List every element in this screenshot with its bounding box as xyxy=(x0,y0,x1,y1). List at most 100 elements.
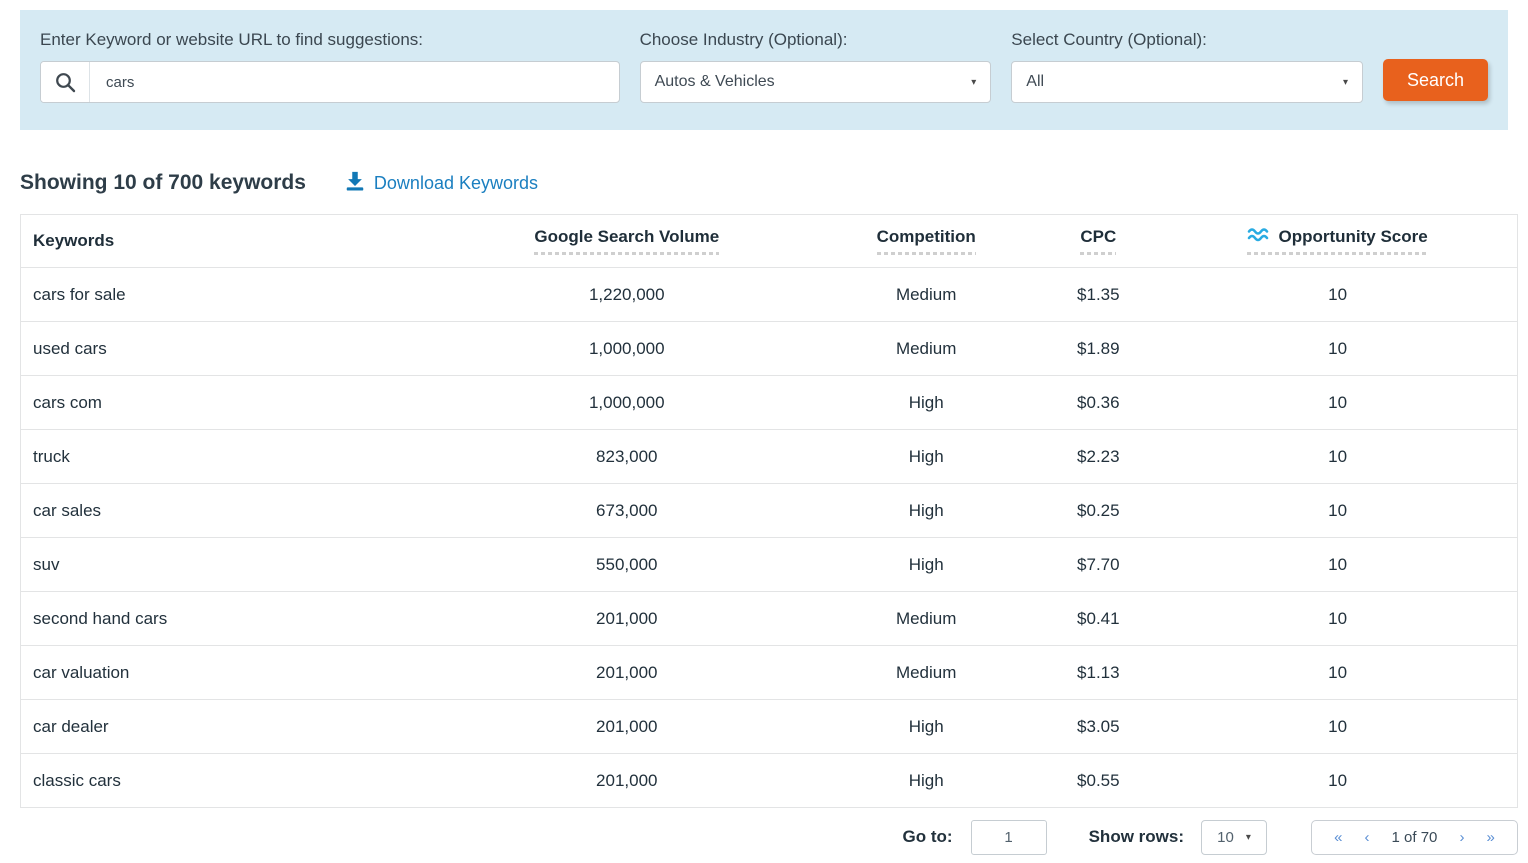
column-header-cpc[interactable]: CPC xyxy=(1038,215,1158,268)
chevron-down-icon: ▾ xyxy=(971,77,976,88)
table-row: second hand cars 201,000 Medium $0.41 10 xyxy=(21,592,1518,646)
table-row: car valuation 201,000 Medium $1.13 10 xyxy=(21,646,1518,700)
pager: « ‹ 1 of 70 › » xyxy=(1311,820,1518,855)
last-page-icon[interactable]: » xyxy=(1487,829,1495,846)
wave-icon xyxy=(1247,227,1271,247)
download-keywords-link[interactable]: Download Keywords xyxy=(344,170,538,197)
cell-score: 10 xyxy=(1158,376,1517,430)
industry-label: Choose Industry (Optional): xyxy=(640,30,992,50)
cell-score: 10 xyxy=(1158,700,1517,754)
industry-select[interactable]: Autos & Vehicles ▾ xyxy=(640,61,992,103)
cell-volume: 201,000 xyxy=(440,754,814,808)
column-header-search-volume[interactable]: Google Search Volume xyxy=(440,215,814,268)
table-row: used cars 1,000,000 Medium $1.89 10 xyxy=(21,322,1518,376)
search-icon xyxy=(41,62,90,102)
cell-competition: Medium xyxy=(814,592,1039,646)
cell-cpc: $7.70 xyxy=(1038,538,1158,592)
cell-score: 10 xyxy=(1158,592,1517,646)
industry-selected-value: Autos & Vehicles xyxy=(655,73,775,91)
cell-cpc: $0.36 xyxy=(1038,376,1158,430)
keyword-input[interactable] xyxy=(90,62,619,102)
cell-volume: 673,000 xyxy=(440,484,814,538)
column-header-keywords: Keywords xyxy=(21,215,440,268)
show-rows-value: 10 xyxy=(1217,829,1234,846)
country-field-group: Select Country (Optional): All ▾ xyxy=(1011,30,1363,103)
cell-competition: Medium xyxy=(814,646,1039,700)
cell-score: 10 xyxy=(1158,322,1517,376)
keyword-label: Enter Keyword or website URL to find sug… xyxy=(40,30,620,50)
goto-page-input[interactable] xyxy=(971,820,1047,855)
column-header-opportunity-score[interactable]: Opportunity Score xyxy=(1158,215,1517,268)
download-label: Download Keywords xyxy=(374,173,538,194)
cell-cpc: $1.89 xyxy=(1038,322,1158,376)
cell-cpc: $0.55 xyxy=(1038,754,1158,808)
cell-competition: High xyxy=(814,376,1039,430)
cell-keyword: car sales xyxy=(21,484,440,538)
page-status: 1 of 70 xyxy=(1392,829,1438,846)
cell-score: 10 xyxy=(1158,538,1517,592)
cell-cpc: $1.35 xyxy=(1038,268,1158,322)
keywords-table: Keywords Google Search Volume Competitio… xyxy=(20,214,1518,808)
cell-keyword: truck xyxy=(21,430,440,484)
cell-volume: 823,000 xyxy=(440,430,814,484)
chevron-down-icon: ▾ xyxy=(1246,832,1251,843)
cell-cpc: $0.25 xyxy=(1038,484,1158,538)
table-row: cars com 1,000,000 High $0.36 10 xyxy=(21,376,1518,430)
cell-keyword: car dealer xyxy=(21,700,440,754)
cell-volume: 201,000 xyxy=(440,646,814,700)
cell-volume: 1,000,000 xyxy=(440,376,814,430)
cell-keyword: suv xyxy=(21,538,440,592)
show-rows-label: Show rows: xyxy=(1089,827,1184,847)
cell-volume: 201,000 xyxy=(440,700,814,754)
show-rows-select[interactable]: 10 ▾ xyxy=(1201,820,1267,855)
search-button[interactable]: Search xyxy=(1383,59,1488,101)
cell-competition: Medium xyxy=(814,322,1039,376)
search-panel: Enter Keyword or website URL to find sug… xyxy=(20,10,1508,130)
table-row: suv 550,000 High $7.70 10 xyxy=(21,538,1518,592)
cell-cpc: $3.05 xyxy=(1038,700,1158,754)
table-header-row: Keywords Google Search Volume Competitio… xyxy=(21,215,1518,268)
results-bar: Showing 10 of 700 keywords Download Keyw… xyxy=(20,168,1508,198)
goto-label: Go to: xyxy=(903,827,953,847)
industry-field-group: Choose Industry (Optional): Autos & Vehi… xyxy=(640,30,992,103)
country-selected-value: All xyxy=(1026,73,1044,91)
keyword-input-wrap xyxy=(40,61,620,103)
cell-keyword: cars com xyxy=(21,376,440,430)
cell-cpc: $0.41 xyxy=(1038,592,1158,646)
cell-keyword: classic cars xyxy=(21,754,440,808)
download-icon xyxy=(344,170,366,197)
column-header-competition[interactable]: Competition xyxy=(814,215,1039,268)
cell-score: 10 xyxy=(1158,430,1517,484)
results-summary: Showing 10 of 700 keywords xyxy=(20,171,306,195)
cell-keyword: cars for sale xyxy=(21,268,440,322)
cell-competition: High xyxy=(814,538,1039,592)
cell-volume: 1,000,000 xyxy=(440,322,814,376)
table-row: cars for sale 1,220,000 Medium $1.35 10 xyxy=(21,268,1518,322)
cell-cpc: $2.23 xyxy=(1038,430,1158,484)
chevron-down-icon: ▾ xyxy=(1343,77,1348,88)
country-select[interactable]: All ▾ xyxy=(1011,61,1363,103)
cell-keyword: car valuation xyxy=(21,646,440,700)
pagination-bar: Go to: Show rows: 10 ▾ « ‹ 1 of 70 › » xyxy=(20,818,1518,856)
cell-competition: High xyxy=(814,484,1039,538)
first-page-icon[interactable]: « xyxy=(1334,829,1342,846)
next-page-icon[interactable]: › xyxy=(1459,829,1464,846)
cell-competition: Medium xyxy=(814,268,1039,322)
cell-keyword: used cars xyxy=(21,322,440,376)
cell-score: 10 xyxy=(1158,646,1517,700)
cell-keyword: second hand cars xyxy=(21,592,440,646)
cell-competition: High xyxy=(814,700,1039,754)
cell-volume: 201,000 xyxy=(440,592,814,646)
prev-page-icon[interactable]: ‹ xyxy=(1364,829,1369,846)
cell-volume: 550,000 xyxy=(440,538,814,592)
cell-cpc: $1.13 xyxy=(1038,646,1158,700)
cell-score: 10 xyxy=(1158,268,1517,322)
cell-competition: High xyxy=(814,430,1039,484)
table-row: truck 823,000 High $2.23 10 xyxy=(21,430,1518,484)
keyword-field-group: Enter Keyword or website URL to find sug… xyxy=(40,30,620,103)
table-row: classic cars 201,000 High $0.55 10 xyxy=(21,754,1518,808)
country-label: Select Country (Optional): xyxy=(1011,30,1363,50)
cell-score: 10 xyxy=(1158,754,1517,808)
cell-volume: 1,220,000 xyxy=(440,268,814,322)
cell-score: 10 xyxy=(1158,484,1517,538)
